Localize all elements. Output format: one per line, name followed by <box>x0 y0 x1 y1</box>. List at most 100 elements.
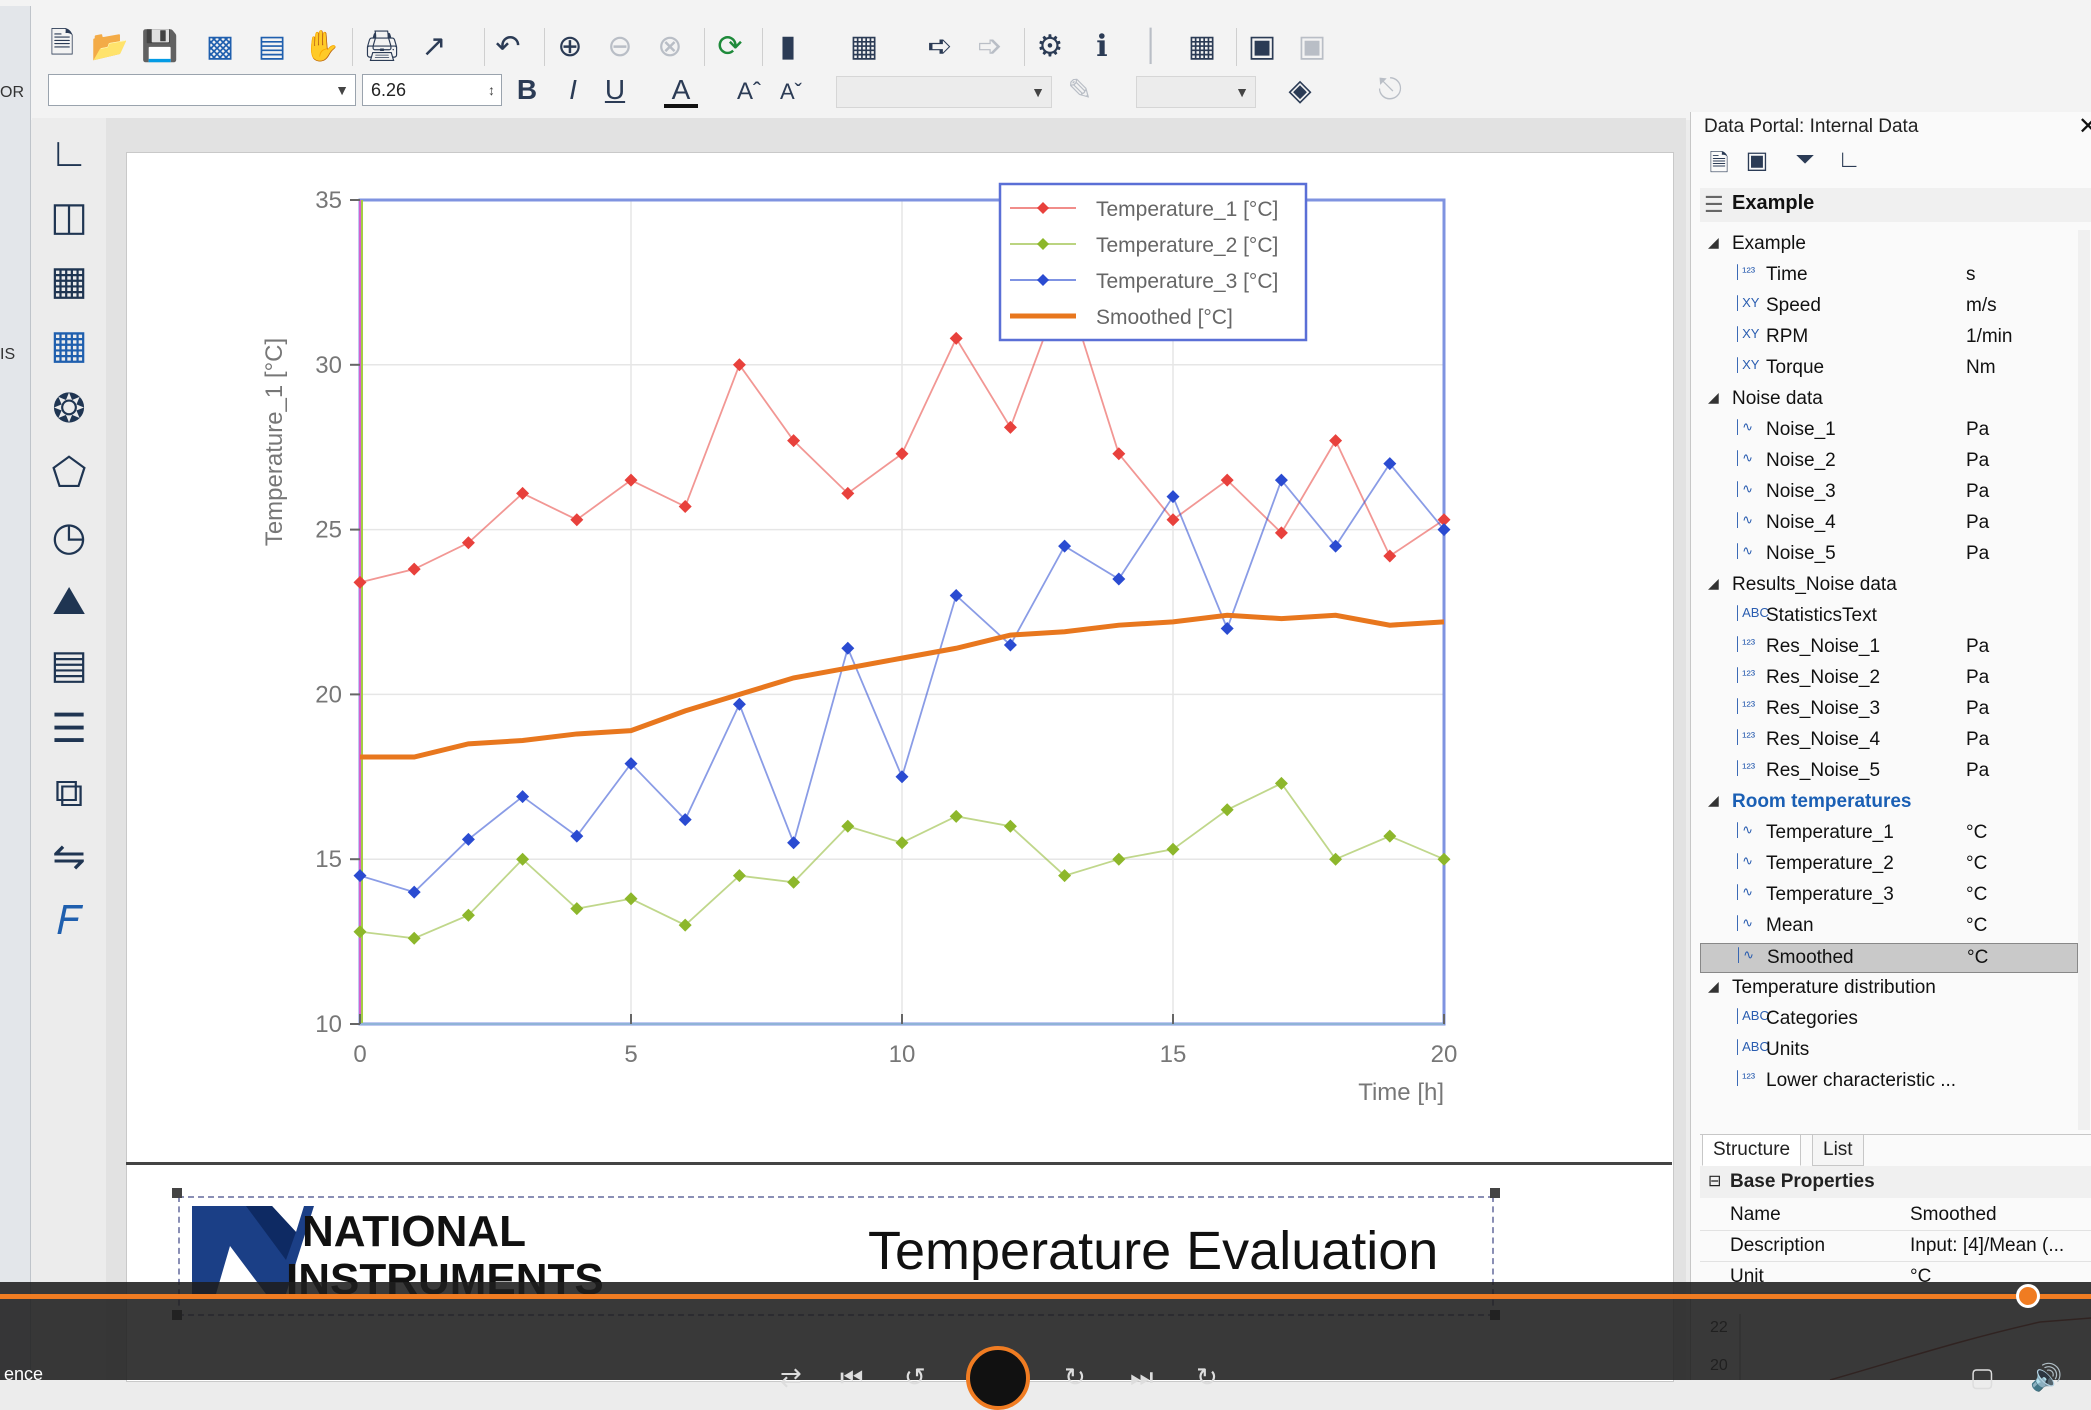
tree-channel[interactable]: │¹²³ Time s <box>1700 261 2078 291</box>
properties-header[interactable]: ⊟ Base Properties <box>1700 1166 2091 1198</box>
settings-page-icon[interactable]: ⚙ <box>1036 29 1064 63</box>
shrink-font-button[interactable]: Aˇ <box>780 79 802 104</box>
forward-icon[interactable]: ↻ <box>1064 1362 1086 1392</box>
new-file-icon[interactable]: 🗎 <box>1709 150 1729 177</box>
group-select-icon[interactable]: ▣ <box>1247 29 1277 63</box>
repeat-icon[interactable]: ↻ <box>1196 1362 1218 1392</box>
refresh-icon[interactable]: ⟳ <box>717 29 743 63</box>
tree-channel[interactable]: │XY RPM 1/min <box>1700 323 2078 353</box>
progress-track[interactable] <box>0 1294 2091 1299</box>
line-color-icon[interactable]: ✎ <box>1067 73 1093 107</box>
next-icon[interactable]: ⏭ <box>1130 1362 1154 1392</box>
hand-icon[interactable]: ✋ <box>303 29 341 63</box>
tree-channel[interactable]: │∿ Noise_4 Pa <box>1700 509 2078 539</box>
style-combo[interactable]: ▼ <box>836 76 1052 108</box>
expand-arrow-icon[interactable]: ◢ <box>1708 389 1719 405</box>
tree-channel[interactable]: │¹²³ Res_Noise_1 Pa <box>1700 633 2078 663</box>
bold-button[interactable]: B <box>516 74 538 105</box>
list-icon[interactable]: ☰ <box>51 707 87 751</box>
tree-channel[interactable]: │XY Torque Nm <box>1700 354 2078 384</box>
align-icon[interactable]: ▮ <box>779 29 797 63</box>
tree-channel[interactable]: │¹²³ Res_Noise_4 Pa <box>1700 726 2078 756</box>
save-edit-icon[interactable]: 💾 <box>141 29 179 63</box>
open-folder-icon[interactable]: 📂 <box>91 29 129 63</box>
grow-font-button[interactable]: Aˆ <box>737 78 761 105</box>
expand-arrow-icon[interactable]: ◢ <box>1708 792 1719 808</box>
slider-icon[interactable]: ⇋ <box>52 835 86 879</box>
tree-channel[interactable]: │∿ Noise_1 Pa <box>1700 416 2078 446</box>
tree-channel[interactable]: │∿ Temperature_3 °C <box>1700 881 2078 911</box>
table-blue-icon[interactable]: ▦ <box>50 323 88 367</box>
send-backward-icon[interactable]: ➩ <box>977 29 1003 63</box>
tree-channel[interactable]: │∿ Mean °C <box>1700 912 2078 942</box>
tree-group[interactable]: ◢ Noise data <box>1700 385 2078 415</box>
temperature-chart[interactable]: 0 5 10 15 20 10 15 20 25 30 35 Time [h] Temperature_… <box>126 152 1672 1162</box>
export-icon[interactable]: ↗ <box>421 29 447 63</box>
pie-icon[interactable]: ◷ <box>51 515 87 559</box>
tree-channel[interactable]: │∿ Temperature_2 °C <box>1700 850 2078 880</box>
volume-icon[interactable]: 🔊 <box>2030 1362 2063 1392</box>
undo-icon[interactable]: ↶ <box>495 29 521 63</box>
axis-system-icon[interactable]: ∟ <box>49 130 89 175</box>
axis-icon[interactable]: │ <box>1142 29 1162 62</box>
zoom-out-icon[interactable]: ⊖ <box>607 29 633 63</box>
tab-list[interactable]: List <box>1812 1134 1864 1166</box>
underline-button[interactable]: U <box>604 74 626 105</box>
tree-channel[interactable]: │∿ Temperature_1 °C <box>1700 819 2078 849</box>
text-note-icon[interactable]: ▤ <box>50 643 88 687</box>
formula-icon[interactable]: 𝐹 <box>57 898 81 943</box>
font-name-combo[interactable]: ▼ <box>48 74 356 106</box>
zoom-in-icon[interactable]: ⊕ <box>557 29 583 63</box>
rewind-icon[interactable]: ↺ <box>904 1362 926 1392</box>
property-row[interactable]: Name Smoothed <box>1700 1200 2091 1231</box>
tree-group[interactable]: ◢ Temperature distribution <box>1700 974 2078 1004</box>
italic-button[interactable]: I <box>569 74 577 105</box>
tree-channel[interactable]: │∿ Noise_3 Pa <box>1700 478 2078 508</box>
dataset-root[interactable]: ☰ <box>1700 188 2091 222</box>
table-icon[interactable]: ▦ <box>50 259 88 303</box>
filter-icon[interactable]: ⏷ <box>1795 146 1815 173</box>
tree-channel[interactable]: │ABC Categories <box>1700 1005 2078 1035</box>
tree-channel[interactable]: │XY Speed m/s <box>1700 292 2078 322</box>
tab-structure[interactable]: Structure <box>1702 1134 1802 1166</box>
print-icon[interactable]: 🖨 <box>362 29 402 63</box>
dataset-icon[interactable]: ▤ <box>257 29 287 63</box>
grid-icon[interactable]: ▦ <box>1187 29 1217 63</box>
fullscreen-icon[interactable]: ▢ <box>1970 1362 1995 1392</box>
3d-axis-icon[interactable]: ◫ <box>50 195 88 239</box>
font-color-button[interactable]: A <box>664 72 698 108</box>
previous-icon[interactable]: ⏮ <box>840 1362 864 1392</box>
font-size-spinner[interactable]: 6.26 ↕ <box>362 74 502 106</box>
tree-channel[interactable]: │¹²³ Res_Noise_2 Pa <box>1700 664 2078 694</box>
report-title[interactable]: Temperature Evaluation <box>868 1221 1439 1281</box>
portal-load-icon[interactable]: ▣ <box>1745 147 1769 174</box>
tree-channel[interactable]: │∿ Smoothed °C <box>1700 943 2078 973</box>
tree-channel[interactable]: │¹²³ Res_Noise_5 Pa <box>1700 757 2078 787</box>
pause-button[interactable] <box>966 1346 1030 1410</box>
tree-scrollbar[interactable] <box>2078 230 2090 1130</box>
resize-handle[interactable] <box>172 1188 182 1198</box>
tree-group[interactable]: ◢ Results_Noise data <box>1700 571 2078 601</box>
ungroup-icon[interactable]: ▣ <box>1297 29 1327 63</box>
line-width-combo[interactable]: ▼ <box>1136 76 1256 108</box>
polar-icon[interactable]: ❂ <box>52 387 86 431</box>
stamp-icon[interactable]: ⎋ <box>1378 73 1402 106</box>
tree-channel[interactable]: │∿ Noise_5 Pa <box>1700 540 2078 570</box>
tree-channel[interactable]: │¹²³ Lower characteristic ... <box>1700 1067 2078 1097</box>
property-row[interactable]: Description Input: [4]/Mean (... <box>1700 1231 2091 1262</box>
expand-arrow-icon[interactable]: ◢ <box>1708 575 1719 591</box>
tree-channel[interactable]: │ABC StatisticsText <box>1700 602 2078 632</box>
shuffle-icon[interactable]: ⇄ <box>780 1362 802 1392</box>
tree-channel[interactable]: │ABC Units <box>1700 1036 2078 1066</box>
expand-arrow-icon[interactable]: ◢ <box>1708 234 1719 250</box>
send-forward-icon[interactable]: ➪ <box>927 29 953 63</box>
radar-icon[interactable]: ⬠ <box>51 451 87 495</box>
collapse-icon[interactable]: ⊟ <box>1708 1173 1722 1190</box>
zoom-reset-icon[interactable]: ⊗ <box>657 29 683 63</box>
fill-color-icon[interactable]: ◈ <box>1288 73 1312 107</box>
expand-arrow-icon[interactable]: ◢ <box>1708 978 1719 994</box>
chart-legend[interactable]: Temperature_1 [°C] Temperature_2 [°C] Temp… <box>998 182 1308 342</box>
copy-object-icon[interactable]: ⧉ <box>54 770 84 815</box>
tree-group[interactable]: ◢ Example <box>1700 230 2078 260</box>
tree-group[interactable]: ◢ Room temperatures <box>1700 788 2078 818</box>
